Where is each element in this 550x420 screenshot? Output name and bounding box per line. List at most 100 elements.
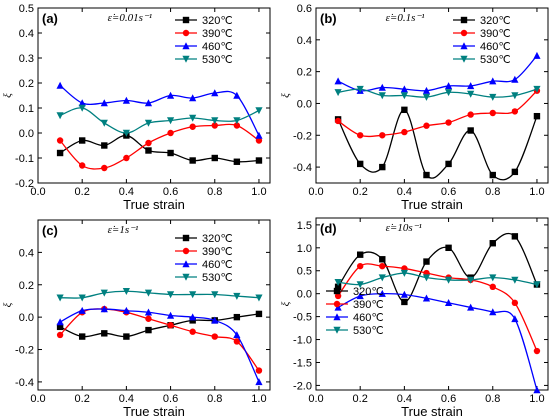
x-tick-label: 0.4 [397,186,412,198]
data-point [444,276,453,284]
data-point [423,171,430,179]
x-tick-label: 0.6 [441,186,456,198]
x-tick-label: 0.8 [207,393,222,405]
data-point [145,139,152,147]
data-point [356,160,364,168]
data-point [334,279,342,287]
series-1 [56,305,263,374]
legend-label: 390℃ [202,246,233,258]
data-point [467,90,475,98]
legend-marker [182,29,190,37]
data-point [334,89,342,97]
data-point [122,129,130,137]
data-point [255,157,263,164]
plot-frame [315,7,549,184]
data-point [467,127,474,134]
strain-rate-annotation: ε̇=0.1s⁻¹ [386,12,425,24]
y-tick-label: -0.5 [293,312,312,324]
data-point [334,77,342,85]
data-point [211,122,218,129]
data-point [444,299,453,307]
chart-panel-4: 0.0 0.2 0.4 0.6 0.8 1.0 -2.0 -1.5 -1.0 -0.5 0.0 0.5… [280,217,549,419]
y-tick-label: -1.5 [293,357,312,369]
data-point [401,106,408,114]
data-point [511,75,519,83]
series-line [337,263,538,352]
data-point [233,331,241,339]
series-line [59,308,260,383]
data-point [334,117,342,125]
data-point [400,269,408,277]
x-tick-label: 0.0 [308,393,323,405]
data-point [233,91,241,99]
data-point [422,93,431,101]
x-tick-label: 0.6 [163,393,178,405]
legend-marker [460,55,468,63]
series-3 [334,269,541,289]
y-tick-label: 0.6 [297,3,312,15]
panel-label: (a) [42,11,58,26]
data-point [100,119,108,127]
data-point [233,338,241,345]
data-point [356,251,364,258]
data-point [211,154,218,162]
data-point [56,137,64,144]
y-tick-label: 0.4 [19,28,34,40]
series-3 [56,288,263,302]
data-point [356,262,364,270]
data-point [467,111,474,118]
data-point [166,91,175,99]
series-line [59,84,260,136]
series-1 [334,87,541,139]
x-tick-label: 0.4 [397,393,412,405]
y-tick-label: -0.4 [293,162,312,174]
x-tick-label: 0.0 [30,186,45,198]
plot-frame [315,217,549,391]
x-tick-label: 1.0 [251,186,266,198]
legend-label: 390℃ [202,28,233,40]
x-tick-label: 0.8 [485,186,500,198]
data-point [444,89,453,97]
legend-marker [182,273,190,281]
series-3 [334,85,541,101]
series-2 [56,81,263,139]
data-point [423,258,430,265]
x-tick-label: 0.8 [485,393,500,405]
data-point [401,128,408,136]
data-point [211,89,219,97]
data-point [189,157,196,164]
x-tick-label: 0.6 [441,393,456,405]
data-point [255,131,263,139]
data-point [356,292,364,300]
data-point [378,83,386,91]
data-point [100,305,108,313]
legend-marker [182,42,190,50]
plot-frame [37,7,271,184]
data-point [211,291,219,299]
series-2 [334,51,541,94]
data-point [400,85,408,93]
data-point [489,109,496,117]
data-point [233,117,241,125]
data-point [78,137,86,144]
data-point [211,316,219,324]
data-point [255,107,263,115]
data-point [145,315,152,322]
data-point [422,274,431,282]
data-point [378,289,386,297]
legend-label: 530℃ [202,272,233,284]
y-tick-label: 0.2 [19,78,34,90]
series-2 [334,289,541,394]
data-point [445,160,452,168]
legend-label: 320℃ [202,233,233,245]
data-point [189,291,197,299]
legend-marker [182,16,190,24]
data-point [122,306,130,314]
series-line [59,134,259,163]
data-point [489,274,497,282]
data-point [100,99,108,107]
data-point [401,298,408,306]
